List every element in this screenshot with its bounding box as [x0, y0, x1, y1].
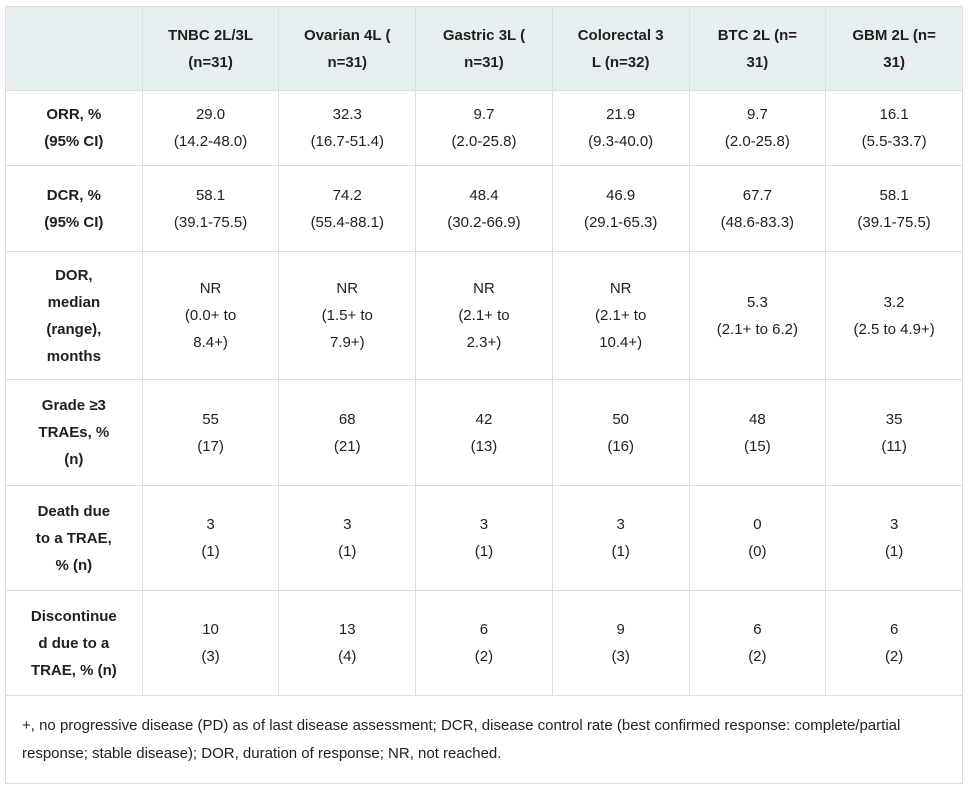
data-cell: NR (2.1+ to 10.4+)	[551, 251, 690, 380]
data-cell: 5.3 (2.1+ to 6.2)	[688, 251, 827, 380]
data-cell: NR (1.5+ to 7.9+)	[278, 251, 417, 380]
data-cell: 67.7 (48.6-83.3)	[688, 165, 827, 252]
row-label-dcr: DCR, % (95% CI)	[5, 165, 143, 252]
footnote-row: +, no progressive disease (PD) as of las…	[5, 695, 963, 784]
data-cell: 6 (2)	[415, 590, 553, 696]
data-cell: 48.4 (30.2-66.9)	[415, 165, 553, 252]
table-row-dor: DOR, median (range), months NR (0.0+ to …	[5, 251, 963, 380]
row-label-discontinued-trae: Discontinue d due to a TRAE, % (n)	[5, 590, 143, 696]
data-cell: 42 (13)	[415, 379, 553, 486]
data-cell: 21.9 (9.3-40.0)	[551, 90, 690, 166]
data-cell: 58.1 (39.1-75.5)	[141, 165, 280, 252]
column-header-tnbc: TNBC 2L/3L (n=31)	[141, 6, 280, 91]
data-cell: 9.7 (2.0-25.8)	[415, 90, 553, 166]
data-cell: 68 (21)	[278, 379, 417, 486]
column-header-gbm: GBM 2L (n= 31)	[825, 6, 963, 91]
table-footer: +, no progressive disease (PD) as of las…	[5, 695, 963, 784]
data-cell: 3 (1)	[278, 485, 417, 591]
row-label-dor: DOR, median (range), months	[5, 251, 143, 380]
data-cell: 6 (2)	[688, 590, 827, 696]
data-cell: 0 (0)	[688, 485, 827, 591]
data-cell: 55 (17)	[141, 379, 280, 486]
data-cell: 10 (3)	[141, 590, 280, 696]
column-header-colorectal: Colorectal 3 L (n=32)	[551, 6, 690, 91]
table-row-grade3-traes: Grade ≥3 TRAEs, % (n) 55 (17) 68 (21) 42…	[5, 379, 963, 486]
data-cell: 74.2 (55.4-88.1)	[278, 165, 417, 252]
data-cell: 13 (4)	[278, 590, 417, 696]
corner-cell	[5, 6, 143, 91]
data-cell: 48 (15)	[688, 379, 827, 486]
column-header-btc: BTC 2L (n= 31)	[688, 6, 827, 91]
data-cell: NR (2.1+ to 2.3+)	[415, 251, 553, 380]
table-row-death-trae: Death due to a TRAE, % (n) 3 (1) 3 (1) 3…	[5, 485, 963, 591]
data-cell: 3 (1)	[825, 485, 963, 591]
data-cell: 9 (3)	[551, 590, 690, 696]
column-header-gastric: Gastric 3L ( n=31)	[415, 6, 553, 91]
column-header-ovarian: Ovarian 4L ( n=31)	[278, 6, 417, 91]
data-cell: 16.1 (5.5-33.7)	[825, 90, 963, 166]
data-cell: 6 (2)	[825, 590, 963, 696]
table-row-discontinued-trae: Discontinue d due to a TRAE, % (n) 10 (3…	[5, 590, 963, 696]
data-cell: 29.0 (14.2-48.0)	[141, 90, 280, 166]
data-cell: 50 (16)	[551, 379, 690, 486]
data-cell: 35 (11)	[825, 379, 963, 486]
data-cell: 3.2 (2.5 to 4.9+)	[825, 251, 963, 380]
table-row-orr: ORR, % (95% CI) 29.0 (14.2-48.0) 32.3 (1…	[5, 90, 963, 166]
table-body: ORR, % (95% CI) 29.0 (14.2-48.0) 32.3 (1…	[5, 90, 963, 696]
row-label-death-trae: Death due to a TRAE, % (n)	[5, 485, 143, 591]
footnote-text: +, no progressive disease (PD) as of las…	[5, 695, 963, 784]
data-cell: 9.7 (2.0-25.8)	[688, 90, 827, 166]
data-cell: 46.9 (29.1-65.3)	[551, 165, 690, 252]
clinical-results-table: TNBC 2L/3L (n=31) Ovarian 4L ( n=31) Gas…	[5, 6, 963, 784]
data-cell: 32.3 (16.7-51.4)	[278, 90, 417, 166]
row-label-orr: ORR, % (95% CI)	[5, 90, 143, 166]
table-row-dcr: DCR, % (95% CI) 58.1 (39.1-75.5) 74.2 (5…	[5, 165, 963, 252]
data-cell: 3 (1)	[415, 485, 553, 591]
table-header: TNBC 2L/3L (n=31) Ovarian 4L ( n=31) Gas…	[5, 6, 963, 91]
data-cell: 58.1 (39.1-75.5)	[825, 165, 963, 252]
data-cell: 3 (1)	[551, 485, 690, 591]
data-cell: NR (0.0+ to 8.4+)	[141, 251, 280, 380]
row-label-grade3-traes: Grade ≥3 TRAEs, % (n)	[5, 379, 143, 486]
header-row: TNBC 2L/3L (n=31) Ovarian 4L ( n=31) Gas…	[5, 6, 963, 91]
data-cell: 3 (1)	[141, 485, 280, 591]
